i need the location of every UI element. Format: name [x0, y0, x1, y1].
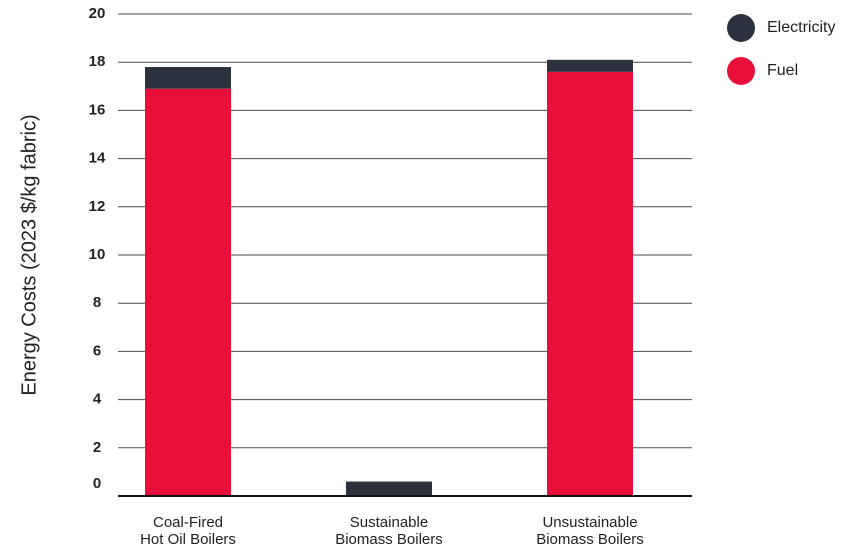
bar-electricity-2 [346, 481, 432, 496]
y-tick-label: 16 [89, 101, 106, 118]
legend-swatch-fuel [727, 57, 755, 85]
x-category-label: Unsustainable [542, 514, 637, 531]
x-category-label: Biomass Boilers [335, 531, 443, 548]
x-category-label: Biomass Boilers [536, 531, 644, 548]
bar-electricity-1 [145, 67, 231, 89]
y-tick-label: 0 [93, 475, 101, 492]
bar-electricity-3 [547, 59, 633, 72]
bars [145, 59, 633, 497]
x-category-label: Coal-Fired [153, 514, 223, 531]
y-tick-label: 20 [89, 5, 106, 22]
x-category-label: Hot Oil Boilers [140, 531, 236, 548]
y-tick-labels: 0 2 4 6 8 10 12 14 16 18 20 [89, 5, 106, 492]
legend-label-electricity: Electricity [767, 19, 835, 36]
legend-swatch-electricity [727, 14, 755, 42]
y-tick-label: 2 [93, 439, 101, 456]
y-tick-label: 18 [89, 53, 106, 70]
y-tick-label: 4 [93, 391, 102, 408]
y-axis-title: Energy Costs (2023 $/kg fabric) [18, 114, 40, 395]
legend: Electricity Fuel [727, 14, 835, 85]
y-tick-label: 14 [89, 150, 106, 167]
y-tick-label: 6 [93, 342, 101, 359]
bar-fuel-1 [145, 88, 231, 497]
legend-label-fuel: Fuel [767, 62, 798, 79]
y-tick-label: 10 [89, 246, 106, 263]
x-category-label: Sustainable [350, 514, 428, 531]
y-tick-label: 8 [93, 294, 101, 311]
bar-fuel-3 [547, 71, 633, 496]
y-tick-label: 12 [89, 198, 106, 215]
